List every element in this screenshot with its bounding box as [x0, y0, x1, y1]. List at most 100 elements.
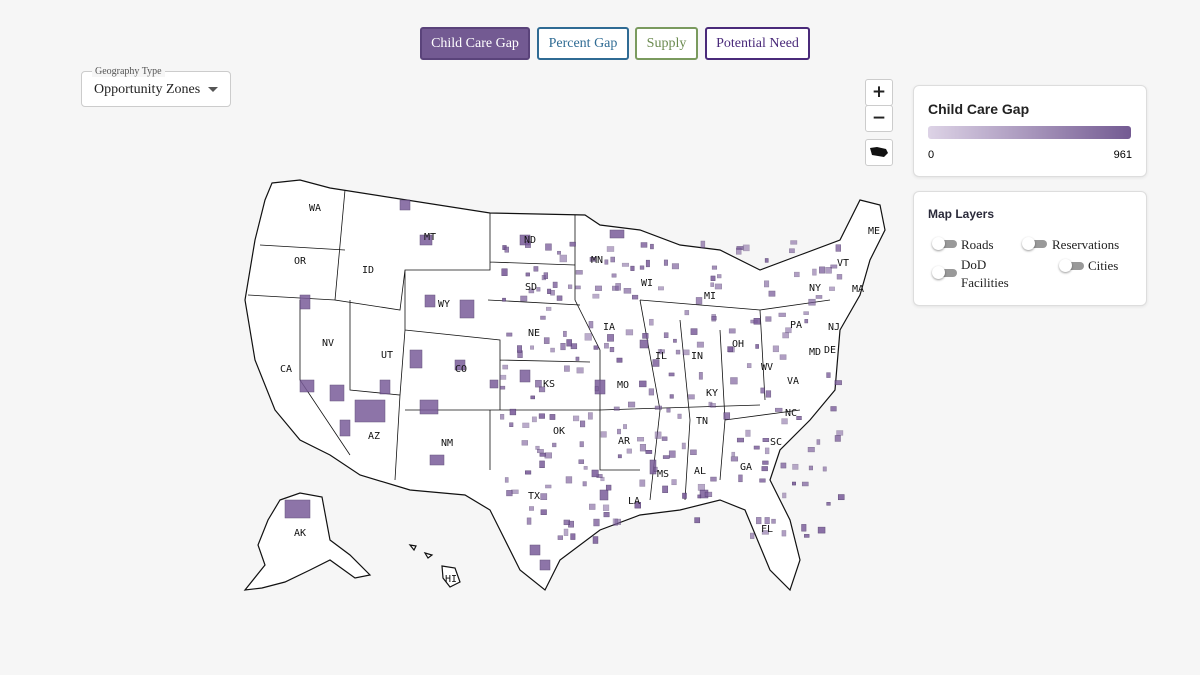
toggle[interactable]: [1022, 237, 1047, 250]
zone-patch: [557, 250, 561, 255]
zone-patch: [662, 455, 670, 459]
zoom-in[interactable]: +: [865, 79, 893, 106]
zone-patch: [771, 518, 776, 524]
zone-patch: [623, 424, 627, 430]
zone-patch: [768, 290, 776, 297]
legend-gradient: [928, 126, 1131, 139]
zone-patch: [612, 518, 618, 526]
zone-patch: [530, 345, 534, 350]
state-label: MA: [852, 284, 864, 295]
zone-patch: [645, 259, 650, 268]
zone-patch: [511, 489, 519, 494]
state-label: MO: [617, 380, 629, 391]
zone-patch: [762, 460, 769, 465]
zone-patch: [509, 422, 514, 428]
zone-patch: [594, 386, 599, 392]
zone-patch: [760, 387, 765, 394]
state-label: LA: [628, 496, 640, 507]
zone-patch: [609, 229, 625, 239]
zone-patch: [663, 259, 668, 266]
tab-button[interactable]: Percent Gap: [537, 27, 629, 60]
toggle[interactable]: [1059, 259, 1084, 272]
zone-patch: [379, 379, 391, 395]
legend-title: Child Care Gap: [928, 101, 1030, 117]
zone-patch: [736, 437, 744, 443]
zone-patch: [626, 448, 632, 454]
zone-patch: [533, 266, 539, 272]
zone-patch: [557, 535, 563, 540]
state-label: NV: [322, 338, 334, 349]
zone-patch: [727, 346, 733, 353]
zone-patch: [728, 328, 736, 334]
zone-patch: [575, 285, 581, 290]
legend-panel: Child Care Gap 0 961: [913, 85, 1147, 177]
zone-patch: [299, 294, 311, 310]
zone-patch: [837, 494, 845, 501]
zone-patch: [764, 280, 770, 288]
state-label: FL: [761, 524, 773, 535]
zone-patch: [765, 390, 772, 398]
zone-patch: [755, 344, 759, 349]
zone-patch: [753, 318, 761, 325]
zone-patch: [605, 484, 612, 491]
zone-patch: [567, 284, 573, 289]
zone-patch: [711, 316, 717, 321]
state-label: AZ: [368, 431, 380, 442]
zone-patch: [796, 415, 802, 420]
zone-patch: [517, 345, 522, 353]
zone-patch: [606, 246, 615, 252]
zone-patch: [682, 492, 687, 499]
zone-patch: [602, 504, 610, 511]
toggle[interactable]: [932, 266, 957, 279]
zone-patch: [704, 491, 713, 497]
zone-patch: [835, 244, 841, 252]
state-label: UT: [381, 350, 393, 361]
zone-patch: [696, 341, 704, 348]
state-label: NM: [441, 438, 453, 449]
zone-patch: [794, 271, 800, 278]
zone-patch: [550, 289, 555, 296]
tab-button[interactable]: Potential Need: [705, 27, 810, 60]
zone-patch: [765, 316, 772, 322]
zone-patch: [816, 439, 821, 445]
zone-patch: [762, 438, 770, 442]
zone-patch: [354, 399, 386, 423]
zone-patch: [694, 517, 701, 524]
zone-patch: [627, 401, 636, 408]
state-label: NE: [528, 328, 540, 339]
zone-patch: [535, 445, 540, 450]
zone-patch: [538, 413, 545, 419]
zone-patch: [778, 312, 786, 317]
zone-patch: [639, 479, 646, 487]
state-label: AK: [294, 528, 306, 539]
reset-view[interactable]: [865, 139, 893, 166]
zone-patch: [711, 265, 718, 270]
layer-label: Cities: [1088, 258, 1119, 273]
toggle[interactable]: [932, 237, 957, 250]
zone-patch: [519, 234, 531, 246]
zone-patch: [603, 512, 610, 518]
zone-patch: [639, 380, 647, 388]
state-label: MN: [591, 255, 603, 266]
zone-patch: [759, 478, 766, 483]
us-icon: [870, 147, 888, 157]
state-label: ID: [362, 265, 374, 276]
zoom-out[interactable]: −: [865, 105, 893, 132]
state-label: VA: [787, 376, 799, 387]
zone-patch: [698, 372, 703, 380]
zone-patch: [830, 406, 837, 412]
geography-select[interactable]: Geography Type Opportunity Zones: [81, 66, 231, 107]
zone-patch: [826, 372, 831, 378]
tab-button[interactable]: Supply: [635, 27, 698, 60]
zone-patch: [504, 477, 509, 483]
zone-patch: [613, 406, 620, 411]
state-label: CO: [455, 364, 467, 375]
zone-patch: [657, 286, 664, 291]
tab-button[interactable]: Child Care Gap: [420, 27, 530, 60]
zone-patch: [710, 403, 716, 408]
zone-patch: [804, 319, 809, 324]
zone-patch: [500, 414, 505, 420]
zone-patch: [780, 462, 787, 469]
zone-patch: [489, 379, 499, 389]
